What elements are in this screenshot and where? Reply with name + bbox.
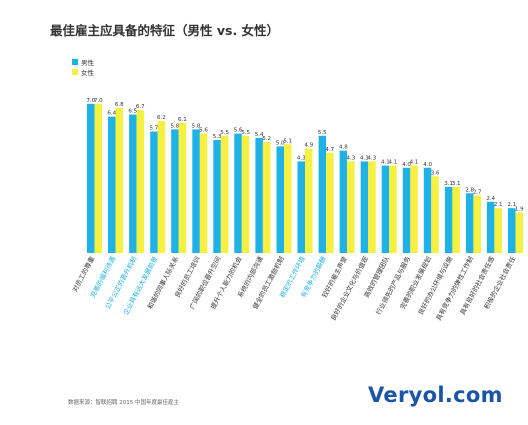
data-label-male-3: 5.7: [150, 126, 159, 132]
bar-female-1: [115, 108, 123, 253]
legend-label-male: 男性: [81, 59, 94, 67]
data-label-male-6: 5.3: [213, 134, 222, 140]
bar-female-14: [389, 165, 397, 253]
data-label-female-10: 4.9: [304, 143, 313, 149]
legend-label-female: 女性: [81, 69, 94, 77]
bar-male-7: [234, 133, 242, 253]
data-label-male-9: 5.0: [276, 140, 285, 146]
data-label-male-18: 2.8: [465, 187, 474, 193]
legend-swatch-male: [72, 59, 78, 65]
bar-female-8: [262, 142, 271, 253]
bar-female-12: [347, 161, 355, 253]
bar-male-10: [297, 161, 305, 253]
bar-male-12: [339, 150, 348, 253]
bar-female-7: [241, 135, 250, 253]
bar-female-4: [178, 123, 187, 253]
data-label-female-0: 7.0: [94, 98, 103, 104]
data-label-male-1: 6.4: [107, 111, 116, 117]
source-note: 数据来源：智联招聘 2015 中国年度最佳雇主: [68, 400, 179, 406]
data-label-male-4: 5.8: [171, 123, 180, 129]
data-label-male-2: 6.5: [128, 109, 137, 115]
data-label-female-16: 3.6: [431, 170, 440, 176]
bar-female-15: [410, 165, 418, 253]
data-label-female-17: 3.1: [452, 181, 461, 187]
data-label-male-14: 4.1: [381, 160, 390, 166]
bar-female-3: [157, 120, 166, 254]
legend-swatch-female: [72, 69, 78, 75]
bar-female-11: [326, 152, 334, 253]
data-label-female-13: 4.3: [368, 155, 377, 161]
bar-female-10: [305, 148, 313, 253]
bar-male-13: [360, 161, 369, 253]
bar-male-5: [192, 129, 200, 253]
bar-male-19: [486, 201, 495, 253]
bar-male-1: [108, 116, 116, 253]
data-label-female-5: 5.6: [199, 128, 208, 134]
data-label-female-20: 1.9: [515, 207, 524, 213]
data-label-male-13: 4.3: [360, 155, 369, 161]
category-label-18: 具有竞争力的弹性工作制: [434, 254, 476, 322]
bar-male-2: [129, 114, 137, 253]
bar-female-16: [431, 176, 439, 253]
data-label-female-12: 4.3: [347, 155, 356, 161]
data-label-female-4: 6.1: [178, 117, 187, 123]
data-label-male-0: 7.0: [86, 98, 95, 104]
bar-male-17: [444, 186, 453, 253]
data-label-female-11: 4.7: [325, 147, 334, 153]
bar-male-9: [276, 146, 284, 253]
category-label-13: 良好的企业文化与价值观: [328, 254, 370, 322]
data-label-male-12: 4.8: [339, 145, 348, 151]
legend-item-female: 女性: [72, 67, 94, 77]
bar-female-17: [452, 186, 460, 253]
bar-female-20: [515, 212, 523, 253]
bar-male-6: [213, 140, 221, 253]
watermark-logo: Veryol.com: [368, 383, 503, 407]
bar-male-4: [171, 129, 179, 253]
bar-male-15: [402, 167, 411, 254]
bar-female-9: [284, 144, 292, 253]
data-label-female-2: 6.7: [136, 104, 145, 110]
data-label-male-7: 5.6: [234, 128, 243, 134]
bar-female-19: [494, 208, 502, 253]
data-label-male-11: 5.5: [318, 130, 327, 136]
data-label-female-1: 6.8: [115, 102, 124, 108]
bar-male-18: [465, 193, 474, 253]
data-label-female-9: 5.1: [283, 138, 292, 144]
bar-male-0: [87, 103, 95, 253]
bar-male-8: [255, 137, 263, 253]
bar-female-6: [220, 135, 229, 253]
bar-female-5: [199, 133, 208, 253]
data-label-male-19: 2.4: [486, 196, 495, 202]
data-label-female-15: 4.1: [410, 160, 419, 166]
bar-female-2: [136, 110, 145, 253]
data-label-female-14: 4.1: [389, 160, 398, 166]
data-label-female-6: 5.5: [220, 130, 229, 136]
data-label-male-15: 4.0: [402, 162, 411, 168]
data-label-female-8: 5.2: [262, 136, 271, 142]
bar-male-14: [381, 165, 390, 253]
bar-male-11: [318, 135, 327, 253]
legend: 男性 女性: [72, 57, 94, 77]
data-label-female-18: 2.7: [473, 190, 482, 196]
bar-male-3: [150, 131, 158, 253]
bar-female-18: [473, 195, 481, 253]
data-label-female-3: 6.2: [157, 115, 166, 121]
data-label-female-7: 5.5: [241, 130, 250, 136]
data-label-male-8: 5.4: [255, 132, 264, 138]
data-label-male-16: 4.0: [423, 162, 432, 168]
chart-title: 最佳雇主应具备的特征（男性 vs. 女性）: [50, 23, 280, 38]
data-label-male-17: 3.1: [444, 181, 453, 187]
bar-male-20: [508, 208, 516, 253]
bar-female-13: [368, 161, 376, 253]
data-label-male-5: 5.8: [192, 123, 201, 129]
data-label-female-19: 2.1: [494, 202, 503, 208]
data-label-male-20: 2.1: [507, 202, 516, 208]
bar-female-0: [94, 103, 102, 253]
bar-male-16: [423, 167, 432, 254]
legend-item-male: 男性: [72, 57, 94, 67]
data-label-male-10: 4.3: [297, 155, 306, 161]
